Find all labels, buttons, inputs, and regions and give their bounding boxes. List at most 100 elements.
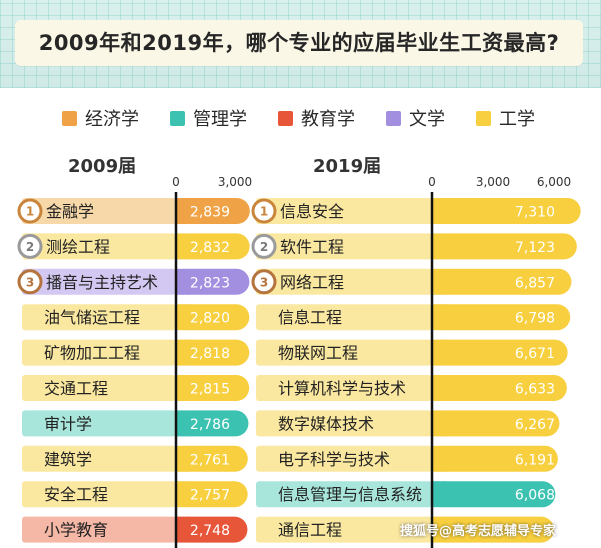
- legend-label-literature: 文学: [409, 109, 445, 130]
- value-label-2019-4: 6,671: [515, 346, 555, 362]
- category-band-2019-6: [256, 410, 432, 437]
- category-band-2019-2: [256, 268, 432, 295]
- category-band-2019-9: [256, 516, 432, 543]
- axis-tick-2009-1: 3,000: [218, 175, 252, 189]
- value-label-2019-8: 6,068: [515, 488, 555, 504]
- bar-2009-0: [176, 198, 250, 224]
- value-label-2009-5: 2,815: [190, 382, 230, 398]
- category-label-2019-0: 信息安全: [280, 202, 344, 221]
- category-band-2009-4: [22, 339, 176, 366]
- bar-base-2019-0: [432, 198, 445, 224]
- category-label-2019-9: 通信工程: [278, 521, 342, 540]
- bar-2019-9: [432, 516, 554, 543]
- value-label-2019-2: 6,857: [515, 275, 555, 291]
- legend: 经济学 管理学 教育学 文学 工学: [0, 104, 601, 132]
- bar-base-2019-9: [432, 516, 445, 543]
- bar-2019-8: [432, 481, 556, 508]
- category-band-2009-9: [22, 516, 176, 543]
- category-label-2009-6: 审计学: [44, 414, 92, 433]
- value-label-2019-1: 7,123: [515, 240, 555, 256]
- rank-badge-2009-0: [17, 198, 43, 224]
- category-band-2009-1: [22, 233, 176, 260]
- bar-2009-7: [176, 445, 248, 472]
- legend-swatch-engineering: [476, 110, 491, 126]
- bar-base-2009-7: [176, 445, 189, 472]
- legend-swatch-economics: [62, 110, 77, 126]
- bar-base-2019-3: [432, 304, 445, 331]
- bar-base-2009-3: [176, 304, 189, 331]
- rank-badge-2019-0: [251, 198, 277, 224]
- bar-2009-5: [176, 375, 250, 401]
- axis-tick-2019-2: 6,000: [537, 175, 571, 189]
- value-label-2009-9: 2,748: [190, 523, 230, 539]
- bar-base-2019-2: [432, 268, 445, 295]
- bar-2019-3: [432, 304, 571, 331]
- bar-base-2019-6: [432, 410, 445, 437]
- bar-2009-8: [176, 481, 248, 508]
- title-box: 2009年和2019年，哪个专业的应届毕业生工资最高?: [15, 20, 583, 66]
- rank-badge-number-2019-0: 1: [260, 205, 268, 219]
- chart-2019-title: 2019届: [313, 156, 382, 177]
- chart-2009-title: 2009届: [68, 156, 137, 177]
- category-label-2019-7: 电子科学与技术: [278, 450, 390, 469]
- category-label-2009-7: 建筑学: [44, 450, 92, 469]
- category-label-2019-4: 物联网工程: [278, 344, 358, 363]
- legend-item-literature: 文学: [386, 104, 445, 132]
- rank-badge-number-2009-1: 2: [26, 240, 34, 254]
- value-label-2009-2: 2,823: [190, 275, 230, 291]
- bar-2009-3: [176, 304, 250, 331]
- bar-base-2009-6: [176, 410, 189, 437]
- bar-2009-6: [176, 410, 249, 437]
- bar-2019-1: [432, 233, 577, 260]
- bar-2009-1: [176, 233, 250, 260]
- legend-item-engineering: 工学: [476, 104, 535, 132]
- category-label-2009-0: 金融学: [46, 202, 94, 221]
- category-label-2019-6: 数字媒体技术: [278, 414, 374, 433]
- category-band-2009-8: [22, 481, 176, 508]
- category-band-2009-3: [22, 304, 176, 331]
- rank-badge-2009-2: [17, 269, 43, 295]
- value-label-2019-6: 6,267: [515, 417, 555, 433]
- bar-base-2009-2: [176, 268, 189, 295]
- category-band-2009-2: [22, 268, 176, 295]
- bar-2019-2: [432, 268, 572, 295]
- legend-swatch-management: [170, 110, 185, 126]
- category-label-2009-9: 小学教育: [44, 521, 108, 540]
- watermark-text: 搜狐号@高考志愿辅导专家: [400, 524, 557, 539]
- category-label-2009-8: 安全工程: [44, 485, 108, 504]
- category-label-2009-2: 播音与主持艺术: [46, 273, 158, 292]
- bar-2019-0: [432, 198, 581, 224]
- bar-2009-4: [176, 339, 250, 366]
- value-label-2019-7: 6,191: [515, 452, 555, 468]
- axis-tick-2019-1: 3,000: [476, 175, 510, 189]
- bar-2019-7: [432, 445, 558, 472]
- category-band-2019-0: [256, 198, 432, 224]
- legend-swatch-education: [278, 110, 293, 126]
- category-band-2019-5: [256, 375, 432, 401]
- value-label-2019-3: 6,798: [515, 311, 555, 327]
- category-label-2019-5: 计算机科学与技术: [278, 379, 406, 398]
- category-band-2019-7: [256, 445, 432, 472]
- bar-base-2019-7: [432, 445, 445, 472]
- value-label-2009-4: 2,818: [190, 346, 230, 362]
- value-label-2009-6: 2,786: [190, 417, 230, 433]
- bar-base-2009-0: [176, 198, 189, 224]
- bar-base-2009-4: [176, 339, 189, 366]
- bar-2009-9: [176, 516, 248, 543]
- legend-label-engineering: 工学: [499, 109, 535, 130]
- category-band-2019-3: [256, 304, 432, 331]
- legend-item-education: 教育学: [278, 104, 355, 132]
- rank-badge-2019-1: [251, 233, 277, 259]
- rank-badge-number-2009-0: 1: [26, 205, 34, 219]
- legend-item-economics: 经济学: [62, 104, 139, 132]
- category-band-2009-5: [22, 375, 176, 401]
- legend-item-management: 管理学: [170, 104, 247, 132]
- category-label-2009-3: 油气储运工程: [44, 308, 140, 327]
- bar-base-2009-9: [176, 516, 189, 543]
- legend-swatch-literature: [386, 110, 401, 126]
- category-label-2019-3: 信息工程: [278, 308, 342, 327]
- bar-base-2009-1: [176, 233, 189, 260]
- bar-base-2019-8: [432, 481, 445, 508]
- category-band-2009-6: [22, 410, 176, 437]
